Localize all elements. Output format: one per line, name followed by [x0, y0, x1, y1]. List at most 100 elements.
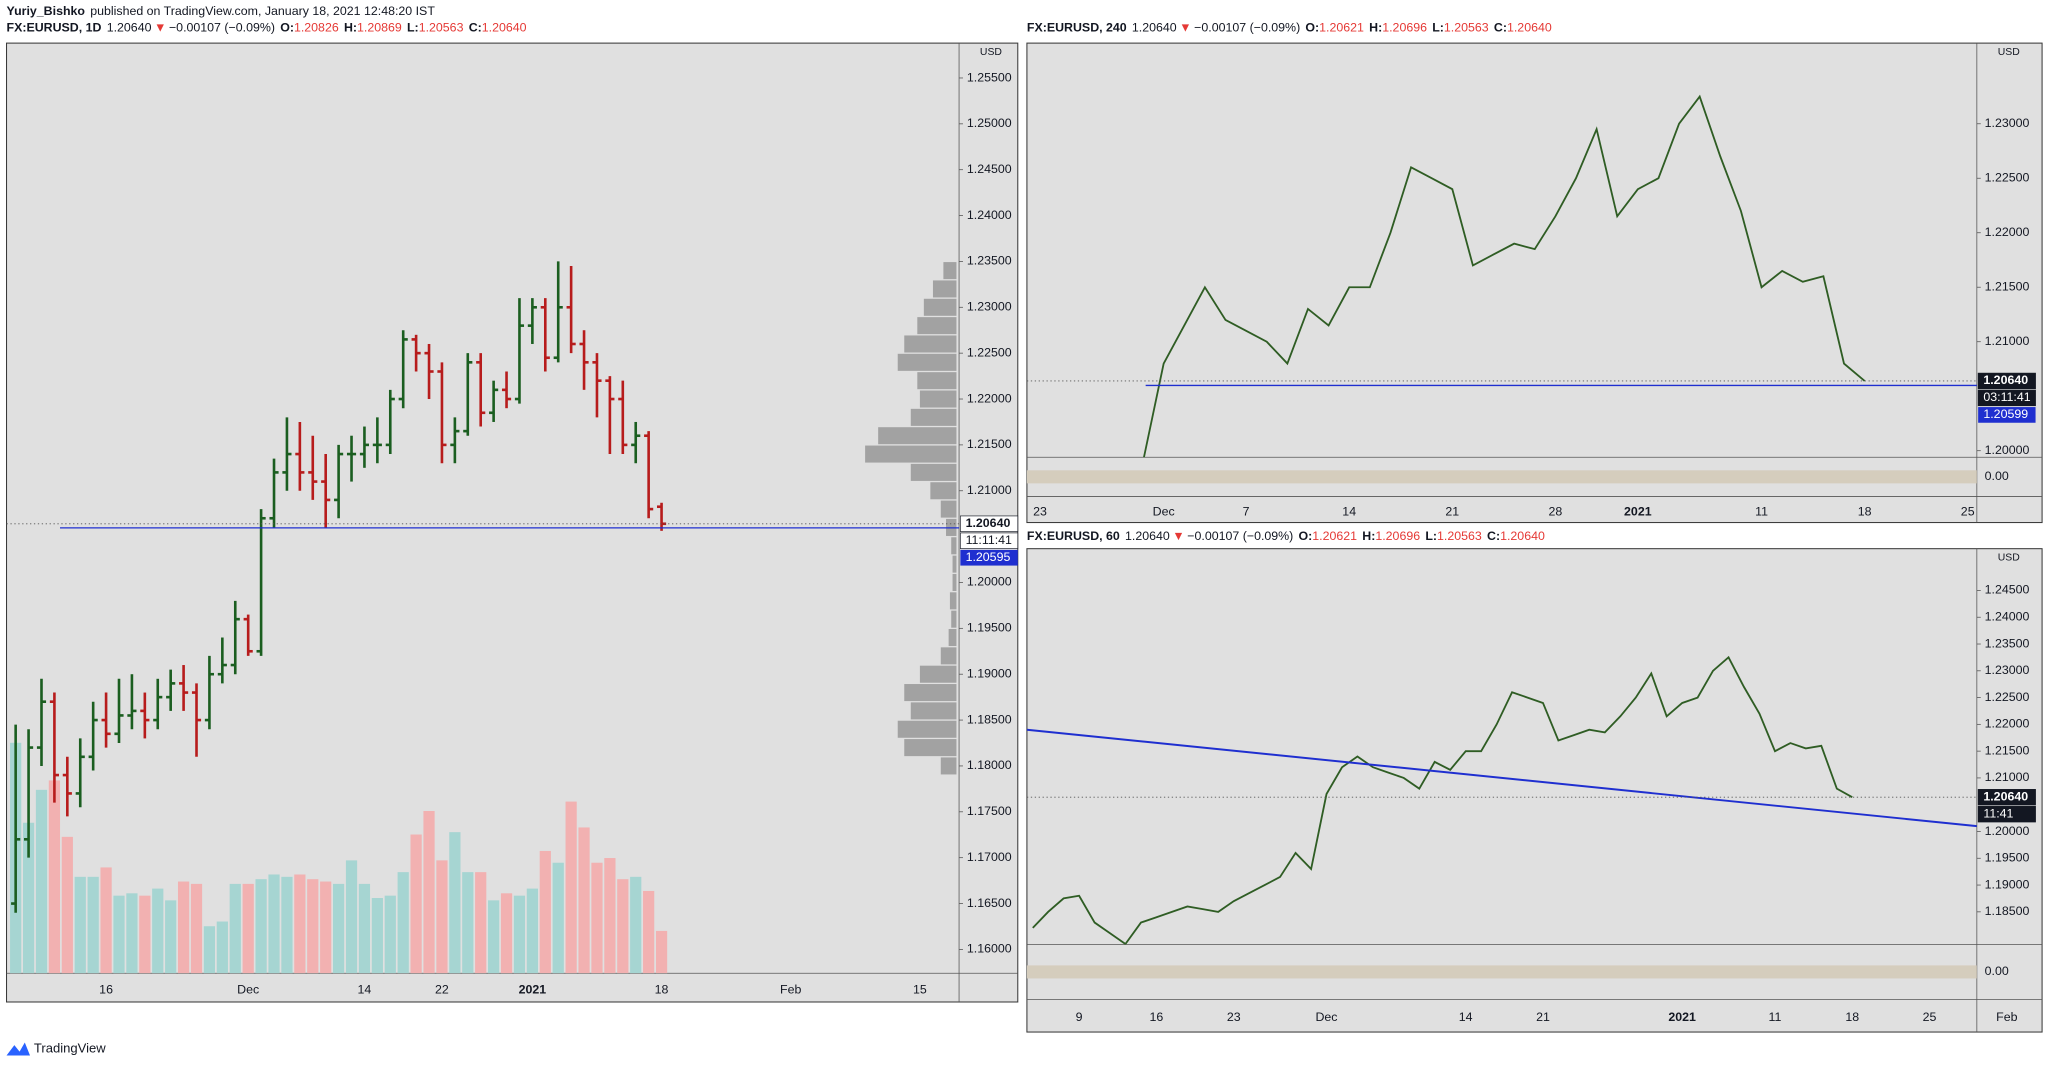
volume-profile-bar [917, 317, 957, 335]
countdown-label: 11:11:41 [966, 533, 1012, 547]
y-tick-label: 1.19500 [967, 621, 1012, 635]
volume-bar [630, 876, 642, 974]
y-tick-label: 1.20000 [1985, 824, 2030, 838]
x-tick-label: 25 [1923, 1010, 1937, 1024]
y-tick-label: 1.23000 [1985, 116, 2030, 130]
legend-ohlc-value: 1.20563 [1437, 529, 1482, 543]
legend-change: −0.00107 (−0.09%) [169, 21, 275, 35]
volume-profile-bar [904, 335, 957, 353]
x-tick-label: 14 [1459, 1010, 1473, 1024]
volume-bar [281, 876, 293, 974]
volume-profile-bar [917, 372, 957, 390]
y-tick-label: 1.21000 [1985, 770, 2030, 784]
volume-bar [578, 827, 590, 974]
y-tick-label: 1.21500 [1985, 743, 2030, 757]
y-tick-label: 1.16000 [967, 942, 1012, 956]
legend-ohlc-value: 1.20621 [1319, 21, 1364, 35]
legend-price: 1.20640 [1132, 21, 1177, 35]
chart-background [6, 42, 1019, 1003]
y-tick-label: 1.25500 [967, 70, 1012, 84]
y-tick-label: 1.24000 [1985, 610, 2030, 624]
volume-bar [87, 876, 99, 974]
volume-profile-bar [949, 592, 957, 610]
x-tick-label: 25 [1961, 504, 1975, 518]
oscillator-band [1026, 470, 1977, 484]
published: published on TradingView.com, January 18… [90, 4, 435, 18]
y-tick-label: 1.22000 [967, 391, 1012, 405]
volume-profile-bar [940, 500, 957, 518]
volume-bar [655, 930, 668, 974]
logo-text: TradingView [34, 1040, 106, 1055]
legend: FX:EURUSD, 1D 1.20640 ▼ −0.00107 (−0.09%) O:… [7, 21, 527, 35]
x-tick-label: 11 [1768, 1010, 1781, 1024]
legend-ohlc-label: H: [1369, 21, 1382, 35]
y-tick-label: 1.19000 [1985, 877, 2030, 891]
last-price-label: 1.20640 [1983, 373, 2028, 387]
volume-profile-bar [910, 408, 957, 426]
volume-bar [513, 895, 526, 974]
volume-profile-bar [865, 445, 957, 463]
volume-profile-bar [910, 463, 957, 481]
volume-bar [190, 883, 203, 974]
volume-bar [526, 888, 538, 974]
legend-ohlc-label: H: [344, 21, 357, 35]
volume-bar [35, 789, 48, 974]
volume-bar [423, 810, 435, 974]
x-tick-label: 7 [1243, 504, 1250, 518]
oscillator-tick-label: 0.00 [1985, 964, 2009, 978]
legend-ohlc-value: 1.20869 [357, 21, 402, 35]
oscillator-tick-label: 0.00 [1985, 469, 2009, 483]
last-price-label: 1.20640 [1983, 789, 2028, 803]
hline-price-label: 1.20595 [966, 550, 1011, 564]
volume-profile-bar [943, 262, 957, 280]
logo-icon [6, 1042, 31, 1056]
volume-bar [643, 890, 655, 974]
author: Yuriy_Bishko [7, 4, 86, 18]
volume-profile-bar [940, 647, 957, 665]
volume-bar [113, 895, 125, 974]
x-tick-label: Dec [1153, 504, 1175, 518]
y-tick-label: 1.22000 [1985, 225, 2030, 239]
trend-line [1026, 728, 1977, 828]
hline-price-label: 1.20599 [1983, 407, 2028, 421]
y-tick-label: 1.21500 [1985, 279, 2030, 293]
volume-profile-bar [930, 482, 957, 500]
legend-change: −0.00107 (−0.09%) [1194, 21, 1300, 35]
volume-bar [475, 872, 487, 974]
y-tick-label: 1.23500 [967, 254, 1012, 268]
volume-profile-bar [923, 298, 957, 316]
volume-bar [152, 888, 164, 974]
legend-ohlc-label: C: [469, 21, 482, 35]
volume-bar [410, 834, 422, 974]
volume-bar [61, 836, 73, 974]
volume-bar [126, 893, 138, 974]
last-price-box [1977, 372, 2036, 390]
x-tick-label: 18 [1858, 504, 1872, 518]
legend-ohlc-label: L: [1432, 21, 1444, 35]
volume-bar [539, 850, 551, 974]
volume-bar [552, 862, 564, 974]
legend-ohlc-label: O: [1305, 21, 1319, 35]
volume-bar [604, 858, 616, 974]
legend-ohlc-value: 1.20621 [1312, 529, 1357, 543]
price-line [1032, 655, 1853, 945]
y-tick-label: 1.18000 [967, 758, 1012, 772]
volume-bar [449, 832, 461, 974]
legend-ohlc-label: L: [1425, 529, 1437, 543]
price-line [1143, 94, 1866, 458]
last-price-label: 1.20640 [966, 516, 1011, 530]
legend-ohlc-value: 1.20563 [1444, 21, 1489, 35]
legend-ohlc-label: O: [1299, 529, 1313, 543]
volume-bar [268, 874, 280, 974]
x-tick-label: 2021 [1624, 504, 1652, 518]
countdown-box [960, 532, 1019, 549]
volume-bar [565, 801, 577, 974]
legend-ohlc-value: 1.20640 [1500, 529, 1545, 543]
countdown-label: 11:41 [1983, 806, 2013, 820]
y-tick-label: 1.21500 [967, 437, 1012, 451]
last-price-box [960, 515, 1019, 532]
volume-bar [307, 879, 319, 974]
hline-price-box [960, 549, 1018, 566]
